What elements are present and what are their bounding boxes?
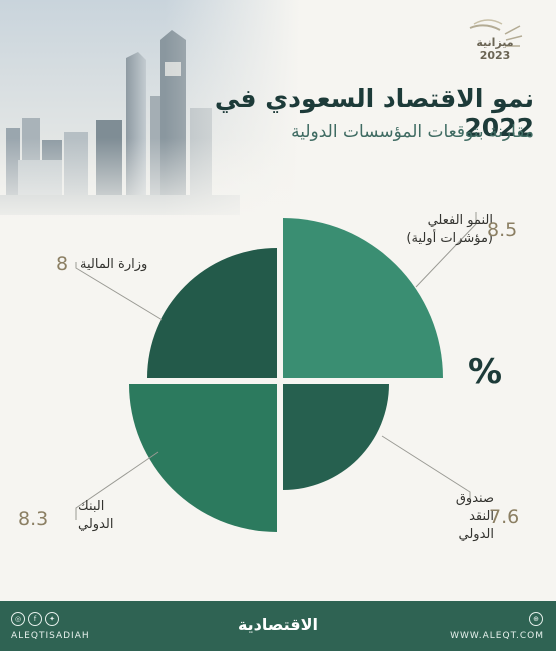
slice-label-ministry-finance: وزارة المالية: [80, 257, 148, 272]
budget-logo-word: ميزانية: [476, 36, 514, 49]
website-link[interactable]: WWW.ALEQT.COM: [450, 631, 544, 641]
footer-bar: ◎ f ✦ ALEQTISADIAH الاقتصادية ⊕ WWW.ALEQ…: [0, 601, 556, 651]
pie-slice-world-bank: [129, 384, 277, 532]
leader-line-world-bank: [75, 451, 159, 520]
slice-label-actual-growth-line1: النمو الفعلي: [427, 213, 493, 228]
globe-icon[interactable]: ⊕: [529, 612, 543, 626]
slice-label-actual-growth: النمو الفعلي (مؤشرات أولية): [353, 212, 493, 248]
unit-percent-sign: %: [468, 352, 503, 392]
social-handle[interactable]: ALEQTISADIAH: [11, 631, 90, 641]
slice-label-world-bank: البنك الدولي: [78, 498, 148, 534]
budget-logo-text: ميزانية 2023: [455, 36, 535, 62]
slice-label-imf-line1: صندوق: [455, 491, 494, 506]
page-subtitle: مقارنة بتوقعات المؤسسات الدولية: [291, 122, 534, 142]
leader-line-ministry-finance: [75, 262, 163, 321]
city-skyline-image: [0, 0, 300, 230]
slice-label-imf-line3: الدولي: [458, 527, 494, 542]
slice-value-actual-growth: 8.5: [487, 219, 518, 241]
pie-slice-ministry-finance: [147, 248, 277, 378]
slice-label-imf-line2: النقد: [469, 509, 494, 524]
slice-label-actual-growth-line2: (مؤشرات أولية): [406, 231, 493, 246]
leader-line-actual-growth: [415, 212, 477, 288]
brand-logo: الاقتصادية: [237, 615, 319, 634]
slice-value-ministry-finance: 8: [56, 253, 69, 275]
leader-line-imf: [381, 435, 471, 500]
leader-lines: [75, 212, 477, 520]
pie-chart: [129, 218, 443, 532]
slice-value-imf: 7.6: [489, 506, 520, 528]
facebook-icon[interactable]: f: [28, 612, 42, 626]
slice-value-world-bank: 8.3: [18, 508, 49, 530]
slice-label-world-bank-line1: البنك: [78, 499, 105, 514]
budget-logo-year: 2023: [479, 49, 511, 62]
page-title: نمو الاقتصاد السعودي في 2022: [214, 84, 534, 142]
instagram-icon[interactable]: ◎: [11, 612, 25, 626]
pie-slice-actual-growth: [283, 218, 443, 378]
pie-slice-imf: [283, 384, 389, 490]
slice-label-world-bank-line2: الدولي: [78, 517, 114, 532]
budget-2023-logo: [469, 19, 523, 47]
twitter-icon[interactable]: ✦: [45, 612, 59, 626]
slice-label-imf: صندوق النقد الدولي: [374, 490, 494, 544]
